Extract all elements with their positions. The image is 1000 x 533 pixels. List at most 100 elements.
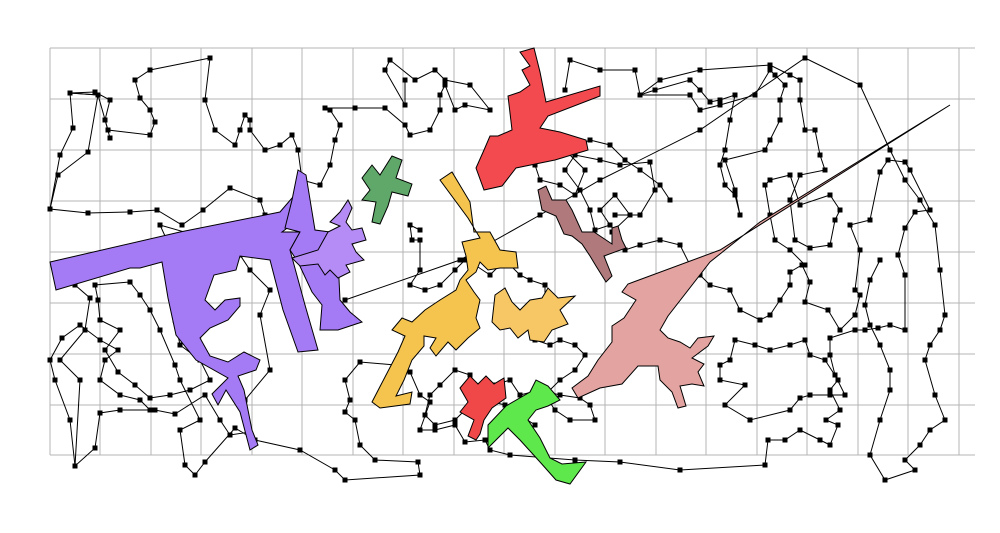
tour-node bbox=[107, 135, 113, 141]
tour-node bbox=[742, 382, 748, 388]
tour-node bbox=[85, 210, 91, 216]
tour-node bbox=[862, 327, 868, 333]
tour-node bbox=[437, 107, 443, 113]
tour-node bbox=[115, 369, 121, 375]
tour-node bbox=[822, 167, 828, 173]
tour-node bbox=[137, 292, 143, 298]
tour-node bbox=[352, 417, 358, 423]
tour-node bbox=[200, 207, 206, 213]
tour-node bbox=[827, 242, 833, 248]
tour-node bbox=[832, 217, 838, 223]
tour-node bbox=[767, 212, 773, 218]
tour-node bbox=[657, 77, 663, 83]
tour-node bbox=[857, 82, 863, 88]
tour-node bbox=[607, 142, 613, 148]
tour-node bbox=[787, 342, 793, 348]
tour-node bbox=[452, 417, 458, 423]
tour-node bbox=[717, 162, 723, 168]
tour-node bbox=[842, 392, 848, 398]
tour-node bbox=[107, 97, 113, 103]
tour-node bbox=[462, 257, 468, 263]
tour-node bbox=[547, 342, 553, 348]
tour-node bbox=[412, 77, 418, 83]
tour-node bbox=[537, 177, 543, 183]
tour-node bbox=[552, 407, 558, 413]
tour-node bbox=[462, 439, 468, 445]
tour-node bbox=[787, 247, 793, 253]
tour-node bbox=[432, 422, 438, 428]
tour-node bbox=[797, 427, 803, 433]
tour-node bbox=[342, 297, 348, 303]
tour-node bbox=[852, 312, 858, 318]
tour-node bbox=[202, 97, 208, 103]
tour-node bbox=[727, 117, 733, 123]
tour-node bbox=[857, 292, 863, 298]
tour-node bbox=[917, 442, 923, 448]
tour-node bbox=[332, 137, 338, 143]
red-small-shape bbox=[459, 375, 507, 441]
tour-node bbox=[937, 327, 943, 333]
tour-node bbox=[437, 382, 443, 388]
tour-node bbox=[567, 417, 573, 423]
tour-node bbox=[717, 377, 723, 383]
tour-node bbox=[532, 422, 538, 428]
tour-node bbox=[47, 206, 53, 212]
tour-node bbox=[802, 262, 808, 268]
tour-node bbox=[72, 282, 78, 288]
tour-node bbox=[57, 152, 63, 158]
tour-node bbox=[817, 437, 823, 443]
tour-node bbox=[137, 95, 143, 101]
tour-node bbox=[765, 437, 771, 443]
tour-node bbox=[862, 302, 868, 308]
tour-node bbox=[902, 159, 908, 165]
tour-node bbox=[67, 417, 73, 423]
tour-node bbox=[612, 192, 618, 198]
tour-node bbox=[877, 257, 883, 263]
tour-node bbox=[407, 282, 413, 288]
tour-nodes bbox=[47, 55, 948, 483]
red-shape bbox=[475, 47, 601, 191]
tour-node bbox=[117, 327, 123, 333]
tour-node bbox=[97, 337, 103, 343]
tour-node bbox=[417, 392, 423, 398]
tour-node bbox=[622, 247, 628, 253]
tour-node bbox=[687, 77, 693, 83]
tour-node bbox=[752, 342, 758, 348]
tour-node bbox=[917, 197, 923, 203]
tour-node bbox=[942, 417, 948, 423]
tour-node bbox=[777, 297, 783, 303]
tour-node bbox=[847, 222, 853, 228]
tour-node bbox=[217, 417, 223, 423]
tour-node bbox=[802, 337, 808, 343]
tour-node bbox=[907, 167, 913, 173]
tour-node bbox=[767, 177, 773, 183]
tour-node bbox=[207, 377, 213, 383]
tour-node bbox=[342, 477, 348, 483]
tour-node bbox=[637, 167, 643, 173]
tour-node bbox=[105, 127, 111, 133]
tour-node bbox=[942, 312, 948, 318]
tour-node bbox=[227, 185, 233, 191]
tour-node bbox=[887, 367, 893, 373]
tour-node bbox=[637, 242, 643, 248]
tour-node bbox=[147, 395, 153, 401]
tour-node bbox=[242, 112, 248, 118]
tour-node bbox=[657, 182, 663, 188]
tour-node bbox=[802, 127, 808, 133]
tour-node bbox=[542, 282, 548, 288]
pink-spike-shape bbox=[571, 104, 951, 409]
tour-node bbox=[557, 337, 563, 343]
gold-shape bbox=[371, 171, 519, 409]
tour-node bbox=[452, 367, 458, 373]
tour-node bbox=[823, 417, 829, 423]
tour-node bbox=[867, 277, 873, 283]
tour-node bbox=[427, 127, 433, 133]
tour-node bbox=[817, 152, 823, 158]
tour-node bbox=[722, 402, 728, 408]
tour-node bbox=[637, 92, 643, 98]
tour-node bbox=[572, 342, 578, 348]
tour-node bbox=[442, 77, 448, 83]
tour-node bbox=[787, 172, 793, 178]
tour-node bbox=[767, 312, 773, 318]
